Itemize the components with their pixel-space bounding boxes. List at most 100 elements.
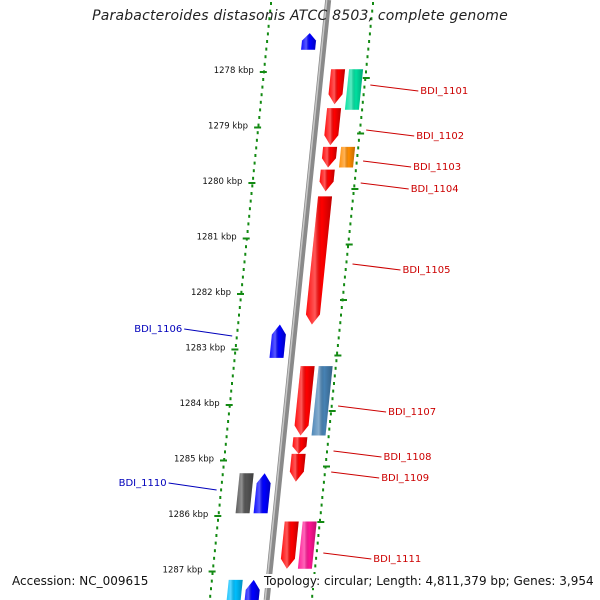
right-track-dot [321, 496, 324, 499]
right-track-dot [350, 207, 353, 211]
right-track-dot [326, 442, 329, 446]
left-track-dot [241, 275, 244, 279]
left-track-dot [220, 480, 223, 484]
right-track-dot [354, 176, 357, 180]
right-tick-mark [362, 77, 370, 79]
right-track-dot [343, 283, 346, 287]
right-track-dot [353, 184, 356, 188]
left-tick-mark [254, 126, 262, 129]
left-track-dot [266, 32, 269, 36]
feature-reverse-outer-shade [235, 473, 254, 514]
right-track-dot [365, 70, 367, 74]
gene-label-bdi_1105: BDI_1105 [403, 265, 451, 276]
label-leader-line [338, 405, 387, 413]
left-track-dot [250, 192, 253, 195]
right-track-dot [313, 572, 316, 575]
left-track-dot [252, 169, 255, 173]
left-track-dot [224, 450, 226, 454]
right-tick-mark [351, 188, 359, 190]
right-track-dot [315, 549, 318, 553]
right-track-dot [318, 526, 321, 530]
left-tick-mark [231, 348, 239, 351]
right-track-dot [340, 306, 343, 309]
tick-label: 1287 kbp [163, 566, 203, 576]
left-track-dot [215, 534, 218, 537]
left-track-dot [241, 283, 244, 287]
right-track-dot [317, 534, 320, 537]
left-track-dot [257, 123, 260, 127]
left-track-dot [230, 389, 233, 393]
tick-label: 1279 kbp [208, 122, 248, 132]
gene-label-bdi_1103: BDI_1103 [413, 162, 461, 173]
right-track-dot [372, 2, 374, 5]
left-track-dot [259, 100, 262, 104]
right-track-dot [335, 359, 338, 363]
right-track-dot [311, 594, 314, 598]
left-track-dot [254, 154, 257, 157]
left-track-dot [224, 442, 227, 446]
right-tick-mark [357, 132, 365, 135]
right-track-dot [351, 199, 354, 203]
tick-label: 1281 kbp [197, 233, 237, 243]
gene-label-layer: BDI_1101 BDI_1102 BDI_1103 BDI_1104 BDI_1105… [119, 84, 468, 565]
right-track-dot [323, 473, 326, 477]
right-track-dot [354, 169, 357, 173]
right-track-dot [339, 321, 342, 325]
left-track-dot [237, 321, 240, 325]
right-tick-mark [317, 521, 325, 523]
right-track-dot [319, 518, 321, 522]
right-track-dot [349, 222, 352, 226]
gene-arrow-bdi_1101-shade [328, 69, 346, 105]
right-track-dot [345, 260, 348, 264]
left-track-dot [209, 594, 212, 598]
right-track-dot [322, 488, 325, 492]
right-track-dot [326, 450, 328, 454]
topology-summary-text: Topology: circular; Length: 4,811,379 bp… [262, 574, 596, 588]
right-tick-mark [323, 465, 330, 468]
left-track-dot [227, 412, 230, 416]
left-track-dot [228, 404, 231, 408]
right-track-dot [322, 480, 325, 484]
right-track-dot [350, 214, 353, 218]
left-track-dot [244, 252, 247, 256]
feature-reverse-outer-shade [226, 579, 243, 600]
gene-label-bdi_1101: BDI_1101 [420, 86, 468, 97]
left-track-dot [226, 427, 229, 431]
left-tick-mark [259, 71, 267, 73]
left-track-dot [222, 465, 225, 469]
right-track-dot [338, 328, 341, 332]
left-track-dot [213, 556, 216, 560]
right-track-dot [343, 275, 346, 279]
left-track-dot [225, 435, 228, 439]
left-track-dot [242, 268, 245, 271]
label-leader-line [323, 552, 372, 560]
right-track-dot [346, 252, 349, 256]
gene-label-bdi_1110: BDI_1110 [119, 478, 167, 489]
gene-arrow-bdi_1111-shade [280, 521, 299, 569]
left-track-dot [229, 397, 232, 401]
right-track-dot [362, 93, 365, 97]
gene-arrow-bdi_1102-shade [324, 108, 342, 146]
gene-label-bdi_1108: BDI_1108 [384, 452, 432, 463]
label-leader-line [331, 471, 380, 479]
right-track-dot [360, 116, 363, 119]
left-track-dot [232, 366, 235, 370]
right-track-dot [364, 78, 367, 81]
right-track-dot [333, 382, 335, 385]
right-track-dot [329, 420, 332, 423]
right-track-dot [340, 313, 342, 317]
left-track-dot [251, 184, 254, 188]
left-tick-mark [242, 237, 250, 240]
label-leader-line [168, 482, 217, 491]
left-track-dot [212, 564, 215, 568]
left-track-dot [258, 116, 261, 119]
gene-arrow-bdi_1108-shade [292, 437, 308, 454]
gene-arrow-bdi_1106-shade [269, 324, 286, 358]
label-leader-line [366, 129, 415, 137]
left-track-dot [216, 526, 219, 530]
left-track-dot [253, 161, 256, 165]
right-tick-mark [345, 243, 353, 246]
right-track-dot [347, 237, 350, 241]
right-track-dot [366, 55, 369, 59]
